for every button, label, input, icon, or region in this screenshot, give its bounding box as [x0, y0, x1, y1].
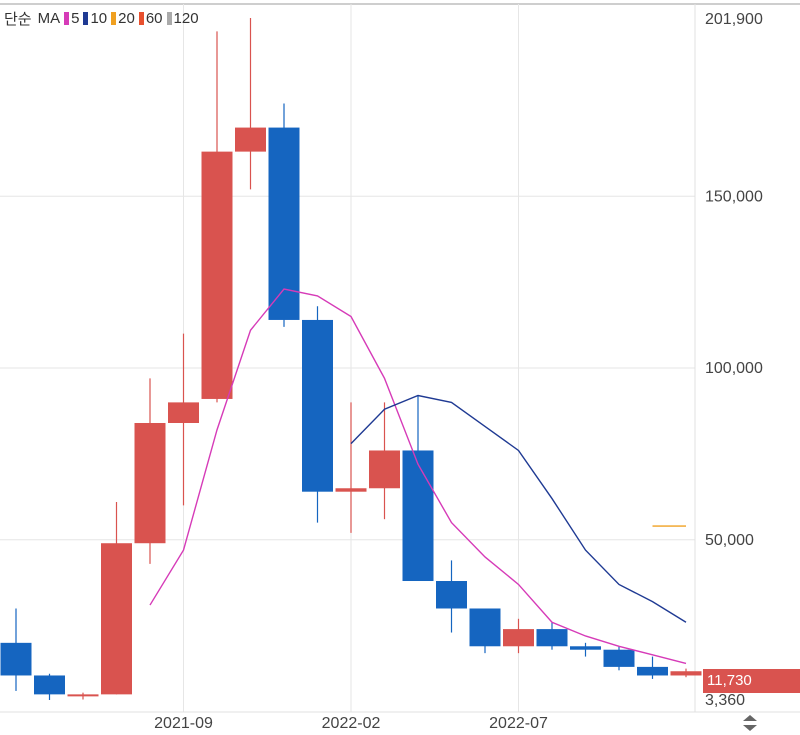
- y-tick-label: 50,000: [705, 532, 754, 549]
- candle-body: [235, 127, 266, 152]
- candle-body: [34, 675, 65, 695]
- candle-body: [67, 694, 99, 697]
- x-tick-label: 2022-02: [322, 715, 381, 732]
- ma10-line: [350, 394, 687, 623]
- candle-body: [670, 671, 702, 676]
- ma20-period: 20: [118, 10, 135, 27]
- candle-body: [469, 608, 501, 647]
- ma20-swatch: [111, 12, 117, 25]
- y-tick-label: 3,360: [705, 692, 745, 709]
- ma-legend: 단순 MA 5 10 20 60 120: [4, 8, 199, 29]
- ma-mode-label[interactable]: 단순: [4, 11, 32, 28]
- ma120-period: 120: [173, 10, 199, 27]
- ma-label: MA: [37, 10, 61, 27]
- candle-body: [101, 543, 132, 695]
- candle-body: [268, 127, 300, 320]
- ma10-swatch: [83, 12, 89, 25]
- candle-body: [302, 319, 333, 492]
- ma60-swatch: [138, 12, 144, 25]
- ma5-period: 5: [71, 10, 80, 27]
- ma10-period: 10: [90, 10, 108, 27]
- candle-body: [134, 422, 166, 544]
- candle-body: [603, 649, 635, 667]
- candle-body: [536, 629, 568, 647]
- x-tick-label: 2022-07: [489, 715, 548, 732]
- ma5-line: [149, 288, 687, 665]
- y-tick-label: 150,000: [705, 188, 763, 205]
- x-tick-label: 2021-09: [154, 715, 213, 732]
- current-price-tag: 11,730: [703, 669, 800, 693]
- scroll-updown-icon[interactable]: [739, 713, 761, 733]
- candle-body: [168, 402, 199, 423]
- ma60-period: 60: [145, 10, 163, 27]
- ma5-swatch: [64, 12, 70, 25]
- candle-body: [402, 450, 434, 582]
- candle-body: [369, 450, 400, 489]
- candle-body: [570, 646, 601, 650]
- candle-body: [436, 581, 467, 609]
- candle-body: [637, 666, 668, 676]
- candle-body: [503, 629, 534, 647]
- candle-body: [201, 151, 233, 399]
- candle-body: [0, 642, 32, 676]
- ma120-swatch: [166, 12, 172, 25]
- candle-body: [335, 488, 367, 492]
- y-tick-label: 100,000: [705, 360, 763, 377]
- y-tick-label: 201,900: [705, 11, 763, 28]
